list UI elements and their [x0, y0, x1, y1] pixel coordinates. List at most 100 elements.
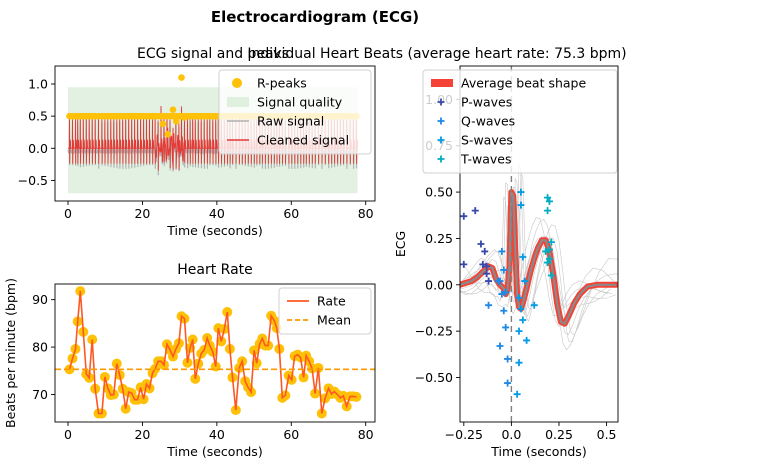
x-tick-label: 40	[209, 206, 225, 221]
legend-label: Signal quality	[257, 95, 343, 110]
s-wave-marker	[530, 301, 538, 309]
x-tick-label: 0.25	[545, 427, 573, 442]
y-tick-label: 80	[32, 340, 48, 355]
legend-label: Mean	[317, 313, 351, 328]
s-wave-marker	[515, 327, 523, 335]
x-tick-label: 40	[209, 427, 225, 442]
t-wave-marker	[547, 272, 555, 280]
t-wave-marker	[545, 197, 553, 205]
individual-beat-line	[461, 186, 618, 351]
p-wave-marker	[477, 240, 485, 248]
q-wave-marker	[500, 266, 508, 274]
plot-frame	[54, 283, 376, 423]
x-tick-label: 60	[283, 206, 299, 221]
q-wave-marker	[502, 288, 510, 296]
y-tick-label: 1.0	[28, 77, 48, 92]
legend-label: R-peaks	[257, 76, 307, 91]
x-tick-label: 60	[283, 427, 299, 442]
figure-suptitle: Electrocardiogram (ECG)	[211, 8, 419, 26]
p-wave-marker	[483, 270, 491, 278]
r-peak-marker	[169, 106, 177, 114]
y-tick-label: 0.00	[425, 277, 453, 292]
s-wave-marker	[515, 294, 523, 302]
heart-rate-plot: Heart Rate 0 20 40 60 80 70 80 90 Time (seconds) B…	[3, 262, 376, 459]
legend-label: P-waves	[461, 95, 512, 110]
legend-marker	[437, 136, 445, 144]
plot-frame	[459, 65, 619, 423]
y-tick-label: 90	[32, 292, 48, 307]
heart-beats-plot: Individual Heart Beats (average heart ra…	[247, 46, 626, 459]
x-tick-label: 80	[358, 427, 374, 442]
x-axis-label: Time (seconds)	[166, 444, 262, 459]
s-wave-marker	[513, 390, 521, 398]
x-tick-label: 0.5	[597, 427, 617, 442]
x-tick-label: 0	[64, 206, 72, 221]
t-wave-marker	[544, 259, 552, 267]
p-wave-marker	[479, 260, 487, 268]
legend-label: Raw signal	[257, 114, 324, 129]
plot-frame	[54, 65, 376, 202]
q-wave-marker	[494, 277, 502, 285]
y-tick-label: −0.5	[18, 173, 48, 188]
p-wave-marker	[460, 212, 468, 220]
legend: Average beat shape P-waves Q-waves S-waves T…	[422, 69, 618, 174]
t-wave-marker	[544, 194, 552, 202]
t-wave-marker	[545, 255, 553, 263]
s-wave-marker	[521, 277, 529, 285]
x-tick-label: 0	[64, 427, 72, 442]
legend-label: Q-waves	[461, 114, 515, 129]
t-wave-marker	[544, 207, 552, 215]
legend-label: S-waves	[461, 133, 513, 148]
legend: Rate Mean	[278, 287, 372, 335]
p-wave-marker	[471, 207, 479, 215]
y-tick-label: 70	[32, 387, 48, 402]
y-tick-label: −0.50	[415, 370, 453, 385]
r-peak-marker	[159, 120, 167, 128]
legend-label: Average beat shape	[461, 76, 586, 91]
r-peak-marker	[178, 74, 185, 81]
s-wave-marker	[517, 305, 525, 313]
x-tick-label: 20	[134, 427, 150, 442]
y-tick-label: 0.0	[28, 141, 48, 156]
individual-beat-line	[460, 196, 609, 316]
legend-frame	[422, 69, 618, 174]
legend-label: T-waves	[460, 152, 511, 167]
x-tick-label: 20	[134, 206, 150, 221]
q-wave-marker	[498, 290, 506, 298]
s-wave-marker	[523, 336, 531, 344]
average-beat-line	[460, 189, 618, 327]
signal-plot-title: ECG signal and peaks	[137, 46, 289, 62]
legend-marker	[227, 97, 249, 107]
x-tick-label: −0.25	[445, 427, 483, 442]
y-tick-label: 0.25	[425, 231, 453, 246]
x-axis-label: Time (seconds)	[490, 444, 586, 459]
legend: R-peaks Signal quality Raw signal Cleaned s…	[218, 69, 372, 155]
t-wave-marker	[545, 246, 553, 254]
legend-marker	[437, 98, 445, 106]
y-tick-label: 0.5	[28, 109, 48, 124]
p-wave-marker	[460, 260, 468, 268]
x-tick-label: 80	[358, 206, 374, 221]
s-wave-marker	[517, 188, 525, 196]
legend-marker	[437, 117, 445, 125]
q-wave-marker	[496, 342, 504, 350]
legend-label: Rate	[317, 294, 346, 309]
legend-marker	[437, 155, 445, 163]
heart-beats-plot-title: Individual Heart Beats (average heart ra…	[247, 46, 626, 62]
x-axis-label: Time (seconds)	[166, 223, 262, 238]
q-wave-marker	[504, 355, 512, 363]
y-tick-label: 0.50	[425, 185, 453, 200]
t-wave-marker	[547, 238, 555, 246]
q-wave-marker	[498, 247, 506, 255]
x-tick-label: 0.0	[501, 427, 521, 442]
q-wave-marker	[500, 307, 508, 315]
q-wave-marker	[502, 323, 510, 331]
r-peak-marker	[164, 130, 172, 138]
legend-marker	[232, 78, 242, 88]
legend-frame	[218, 69, 372, 155]
average-beat-core-line	[460, 191, 617, 326]
beats-plot-area	[460, 66, 618, 422]
r-peak-marker	[173, 117, 180, 125]
s-wave-marker	[519, 253, 527, 261]
